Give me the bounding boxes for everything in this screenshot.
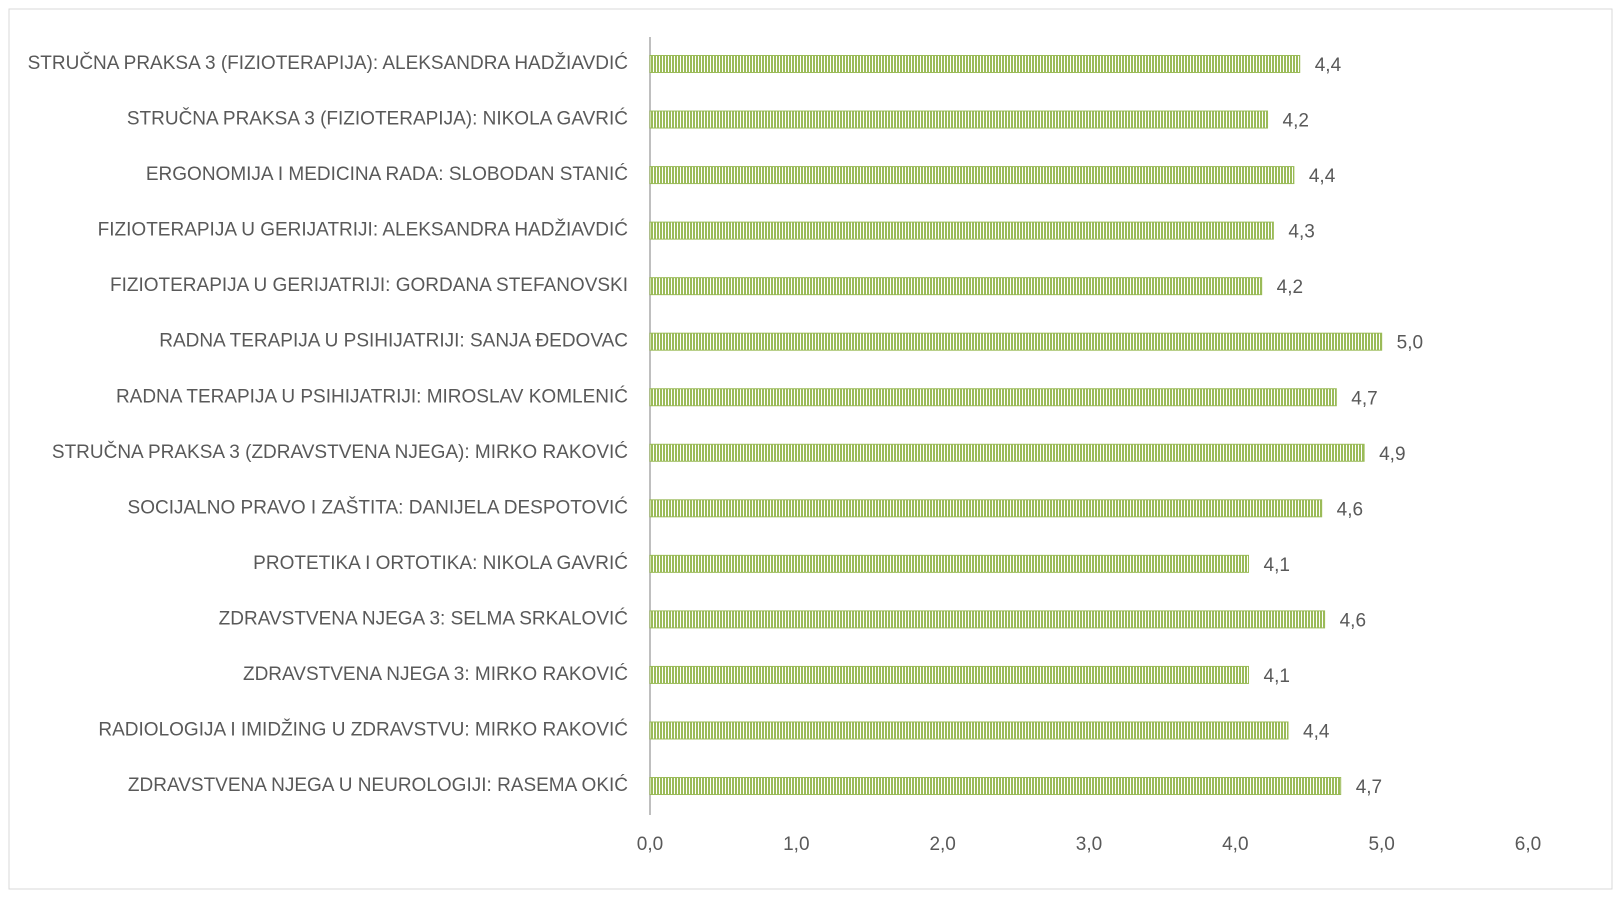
data-label: 4,7: [1356, 777, 1382, 798]
y-tick-label: STRUČNA PRAKSA 3 (ZDRAVSTVENA NJEGA): MI…: [52, 441, 628, 463]
y-tick-label: ZDRAVSTVENA NJEGA U NEUROLOGIJI: RASEMA …: [128, 774, 628, 796]
bar: [649, 388, 1337, 407]
data-label: 4,9: [1379, 444, 1405, 465]
data-label: 4,1: [1264, 555, 1290, 576]
data-label: 5,0: [1397, 333, 1423, 354]
bar: [649, 166, 1295, 185]
y-tick-label: PROTETIKA I ORTOTIKA: NIKOLA GAVRIĆ: [253, 552, 628, 574]
x-tick-label: 6,0: [1515, 834, 1541, 855]
y-tick-label: ZDRAVSTVENA NJEGA 3: SELMA SRKALOVIĆ: [219, 607, 628, 629]
y-tick-label: ZDRAVSTVENA NJEGA 3: MIRKO RAKOVIĆ: [243, 663, 628, 685]
bar: [649, 332, 1383, 351]
bar: [649, 554, 1250, 573]
data-label: 4,2: [1277, 277, 1303, 298]
data-label: 4,4: [1309, 166, 1336, 187]
x-tick-label: 3,0: [1076, 834, 1102, 855]
y-tick-label: FIZIOTERAPIJA U GERIJATRIJI: GORDANA STE…: [110, 275, 628, 296]
x-tick-label: 0,0: [637, 834, 663, 855]
bar: [649, 221, 1274, 240]
data-label: 4,6: [1340, 610, 1366, 631]
x-tick-label: 4,0: [1222, 834, 1248, 855]
data-label: 4,6: [1337, 499, 1363, 520]
bar: [649, 610, 1326, 629]
y-tick-label: RADNA TERAPIJA U PSIHIJATRIJI: SANJA ĐED…: [159, 331, 628, 352]
y-tick-label: STRUČNA PRAKSA 3 (FIZIOTERAPIJA): NIKOLA…: [127, 108, 628, 130]
bar: [649, 443, 1365, 462]
bar: [649, 777, 1342, 796]
bar: [649, 55, 1301, 73]
y-tick-label: SOCIJALNO PRAVO I ZAŠTITA: DANIJELA DESP…: [128, 496, 628, 518]
x-tick-label: 1,0: [783, 834, 809, 855]
y-tick-label: ERGONOMIJA I MEDICINA RADA: SLOBODAN STA…: [146, 163, 628, 185]
data-label: 4,4: [1303, 721, 1330, 742]
bar: [649, 110, 1269, 129]
data-label: 4,2: [1283, 111, 1309, 132]
data-label: 4,4: [1315, 55, 1342, 76]
y-tick-label: STRUČNA PRAKSA 3 (FIZIOTERAPIJA): ALEKSA…: [28, 52, 628, 74]
data-label: 4,7: [1351, 388, 1377, 409]
chart-border: [8, 8, 1613, 890]
y-tick-label: FIZIOTERAPIJA U GERIJATRIJI: ALEKSANDRA …: [98, 219, 628, 241]
bar: [649, 499, 1323, 518]
data-label: 4,3: [1288, 222, 1314, 243]
bar: [649, 721, 1289, 740]
y-tick-label: RADIOLOGIJA I IMIDŽING U ZDRAVSTVU: MIRK…: [98, 718, 628, 740]
y-tick-label: RADNA TERAPIJA U PSIHIJATRIJI: MIROSLAV …: [116, 385, 628, 407]
bar: [649, 665, 1250, 684]
x-tick-label: 2,0: [929, 834, 955, 855]
bar: [649, 277, 1263, 296]
x-tick-label: 5,0: [1368, 834, 1394, 855]
data-label: 4,1: [1264, 666, 1290, 687]
